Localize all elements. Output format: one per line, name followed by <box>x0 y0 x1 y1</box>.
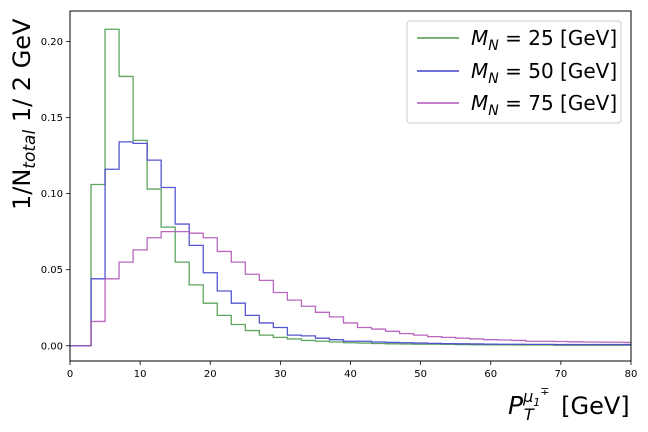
y-tick-label: 0.10 <box>41 189 63 200</box>
x-axis-title: Pμ1∓ [GeV] <box>508 385 630 420</box>
legend-label-series-3: MN = 75 [GeV] <box>471 91 617 119</box>
x-axis-ticks: 0 10 20 30 40 50 60 70 80 <box>67 361 638 380</box>
series-line-3 <box>70 231 631 347</box>
legend-label-series-2: MN = 50 [GeV] <box>471 59 617 87</box>
y-tick-label: 0.00 <box>41 341 63 352</box>
y-axis-title: 1/Ntotal 1/ 2 GeV <box>8 18 40 210</box>
x-tick-label: 20 <box>204 369 217 380</box>
legend-label-series-1: MN = 25 [GeV] <box>471 26 617 54</box>
y-tick-label: 0.05 <box>41 265 63 276</box>
series-layer <box>70 28 631 347</box>
series-line-2 <box>70 141 631 347</box>
legend-box <box>406 20 622 124</box>
x-tick-label: 40 <box>344 369 357 380</box>
x-tick-label: 10 <box>134 369 147 380</box>
legend: MN = 25 [GeV] MN = 50 [GeV] MN = 75 [GeV… <box>406 20 622 124</box>
y-axis-ticks: 0.00 0.05 0.10 0.15 0.20 <box>41 37 70 352</box>
x-tick-label: 30 <box>274 369 287 380</box>
x-tick-label: 0 <box>67 369 73 380</box>
x-tick-label: 80 <box>625 369 638 380</box>
x-axis-title-subscript: T <box>524 405 535 424</box>
y-tick-label: 0.15 <box>41 113 63 124</box>
y-tick-label: 0.20 <box>41 37 63 48</box>
x-tick-label: 60 <box>484 369 497 380</box>
x-tick-label: 50 <box>414 369 427 380</box>
x-tick-label: 70 <box>555 369 568 380</box>
